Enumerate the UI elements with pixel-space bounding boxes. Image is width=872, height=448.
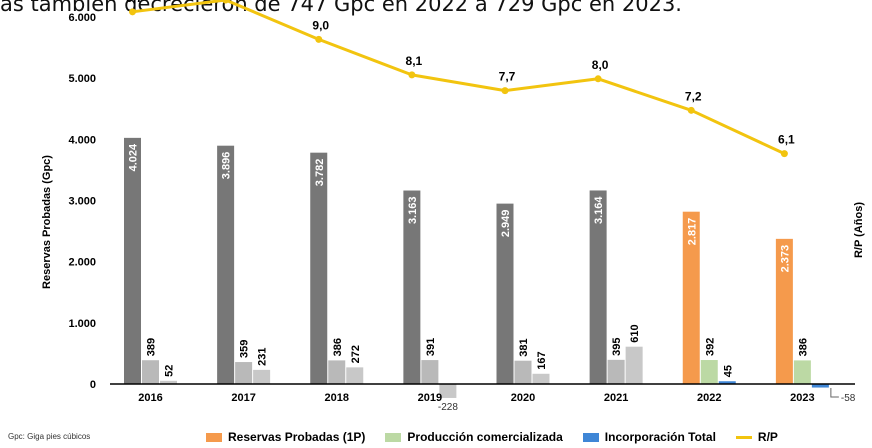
data-label-incorporacion: -58	[841, 393, 856, 404]
legend-swatch-rp	[735, 435, 752, 439]
data-label-incorporacion: 231	[257, 348, 269, 366]
y-tick-label: 3.000	[68, 196, 96, 208]
data-label-produccion: 381	[518, 338, 530, 356]
rp-data-label: 7,7	[499, 70, 516, 84]
legend-item-reservas: Reservas Probadas (1P)	[206, 430, 365, 444]
data-label-reservas: 4.024	[128, 143, 140, 171]
data-label-reservas: 3.163	[407, 197, 419, 225]
data-label-incorporacion: 272	[350, 345, 362, 363]
bar-incorporacion	[718, 381, 736, 384]
footnote: Gpc: Giga pies cúbicos	[8, 432, 91, 441]
y2-axis-title: R/P (Años)	[853, 202, 865, 258]
rp-data-label: 8,0	[592, 58, 609, 72]
data-label-incorporacion: 45	[722, 365, 734, 377]
data-label-produccion: 395	[611, 337, 623, 355]
bar-reservas	[589, 190, 607, 384]
legend-swatch-incorporacion	[582, 432, 599, 442]
legend-swatch-reservas	[206, 432, 222, 442]
data-label-incorporacion: 52	[164, 365, 176, 377]
legend-label-produccion: Producción comercializada	[407, 430, 563, 444]
legend-label-rp: R/P	[757, 430, 778, 444]
x-tick-label: 2022	[697, 392, 721, 404]
bar-incorporacion	[439, 384, 457, 398]
y-tick-label: 2.000	[68, 257, 96, 269]
bar-produccion	[700, 360, 718, 384]
data-label-incorporacion: 167	[536, 351, 548, 369]
x-tick-label: 2023	[790, 392, 814, 404]
y-tick-label: 1.000	[68, 318, 96, 330]
bar-reservas	[403, 190, 421, 384]
rp-point	[594, 75, 602, 83]
bar-produccion	[142, 360, 159, 384]
bar-incorporacion	[811, 384, 829, 388]
x-tick-label: 2020	[511, 392, 535, 404]
x-tick-label: 2017	[231, 392, 255, 404]
rp-line	[132, 0, 786, 156]
data-label-reservas: 3.896	[221, 152, 233, 180]
data-label-reservas: 2.949	[500, 210, 512, 238]
x-tick-label: 2021	[604, 392, 628, 404]
legend-label-reservas: Reservas Probadas (1P)	[228, 430, 366, 444]
x-tick-label: 2019	[418, 392, 442, 404]
bar-produccion	[235, 362, 253, 384]
y-tick-label: 6.000	[68, 12, 96, 24]
bar-produccion	[328, 360, 346, 384]
bar-reservas	[217, 145, 235, 384]
rp-point	[222, 0, 230, 4]
x-tick-label: 2016	[138, 392, 162, 404]
data-label-reservas: 2.817	[686, 218, 698, 246]
rp-data-label: 9,0	[312, 18, 329, 32]
bar-incorporacion	[346, 367, 364, 384]
rp-point	[501, 87, 509, 95]
legend-item-incorporacion: Incorporación Total	[582, 430, 716, 444]
rp-point	[780, 150, 788, 158]
y-tick-label: 0	[90, 379, 96, 391]
data-label-produccion: 386	[797, 338, 809, 356]
rp-data-label: 7,2	[685, 89, 702, 103]
bar-incorporacion	[532, 373, 550, 384]
rp-data-label: 8,1	[406, 54, 423, 68]
data-label-produccion: 389	[146, 338, 158, 356]
rp-data-label: 9,7	[126, 0, 143, 5]
bar-incorporacion	[160, 380, 177, 384]
rp-point	[315, 35, 323, 43]
y-tick-label: 5.000	[68, 73, 96, 85]
rp-point	[408, 71, 416, 79]
legend-swatch-produccion	[385, 432, 402, 442]
y-axis-title: Reservas Probadas (Gpc)	[41, 155, 53, 289]
data-label-reservas: 2.373	[779, 245, 791, 273]
bar-produccion	[421, 360, 439, 384]
rp-data-label: 6,1	[778, 133, 795, 147]
x-tick-label: 2018	[325, 392, 349, 404]
chart-legend: Reservas Probadas (1P) Producción comerc…	[206, 430, 778, 444]
rp-point	[129, 8, 136, 16]
label-leader-line	[830, 388, 839, 398]
bar-reservas	[496, 203, 514, 384]
header-text: as también decrecieron de 747 Gpc en 202…	[0, 0, 682, 16]
legend-item-rp: R/P	[735, 430, 778, 444]
data-label-produccion: 391	[425, 338, 437, 356]
data-label-produccion: 386	[332, 338, 344, 356]
y-tick-label: 4.000	[68, 134, 96, 146]
bar-reservas	[124, 137, 141, 384]
bar-produccion	[514, 360, 532, 384]
bar-produccion	[607, 359, 625, 384]
bar-reservas	[775, 238, 793, 384]
rp-point	[687, 106, 695, 114]
data-label-reservas: 3.782	[314, 159, 326, 187]
data-label-produccion: 359	[239, 340, 251, 358]
bar-incorporacion	[253, 369, 271, 384]
data-label-incorporacion: 610	[629, 324, 641, 342]
bar-reservas	[682, 211, 700, 384]
data-label-reservas: 3.164	[593, 196, 605, 224]
legend-label-incorporacion: Incorporación Total	[604, 430, 716, 444]
legend-item-produccion: Producción comercializada	[385, 430, 563, 444]
data-label-incorporacion: -228	[438, 402, 458, 413]
bar-reservas	[310, 152, 328, 384]
bar-produccion	[793, 360, 811, 384]
data-label-produccion: 392	[704, 338, 716, 356]
bar-incorporacion	[625, 346, 643, 384]
